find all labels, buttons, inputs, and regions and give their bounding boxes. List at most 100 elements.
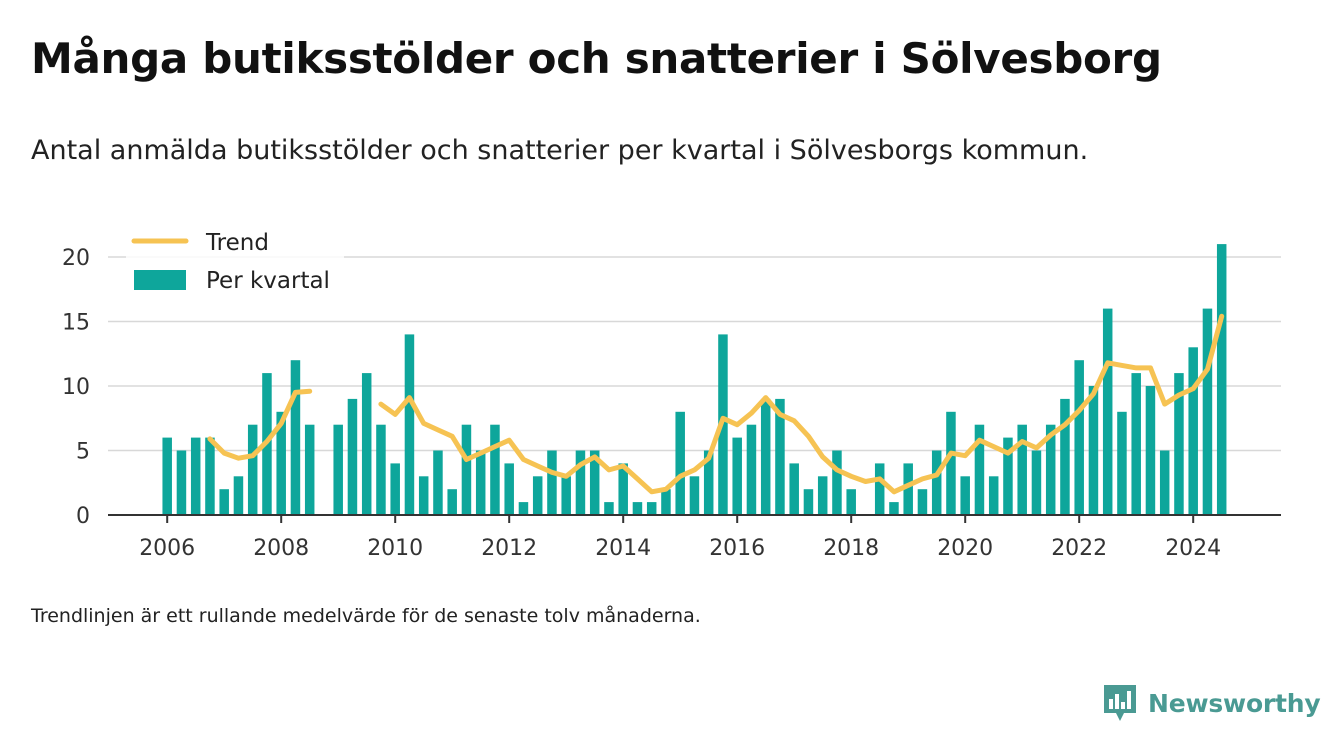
legend-trend-label: Trend: [205, 230, 269, 256]
bar: [1003, 437, 1013, 515]
x-tick-label: 2014: [595, 536, 651, 561]
trend-line: [207, 388, 313, 461]
bar: [589, 450, 600, 515]
bar: [760, 398, 771, 515]
y-tick-label: 5: [76, 440, 90, 465]
bar: [1017, 424, 1027, 515]
bar: [247, 424, 258, 515]
bar: [803, 489, 814, 515]
bar: [561, 476, 571, 515]
bar: [689, 476, 700, 515]
legend-bar-label: Per kvartal: [206, 268, 330, 294]
bar: [1216, 244, 1227, 515]
bar: [504, 463, 514, 515]
brand-name: Newsworthy: [1148, 688, 1321, 718]
bar: [176, 450, 187, 515]
bar: [775, 398, 785, 515]
bar: [703, 450, 714, 515]
bar: [817, 476, 828, 515]
bar: [376, 424, 386, 515]
bar: [903, 463, 913, 515]
bar: [475, 450, 486, 515]
bar: [1188, 347, 1198, 515]
bar: [361, 373, 372, 515]
bar: [532, 476, 543, 515]
bar: [732, 437, 742, 515]
bar: [661, 489, 671, 515]
bar: [604, 502, 614, 515]
y-tick-label: 0: [76, 504, 90, 529]
y-tick-label: 10: [62, 375, 90, 400]
brand-logo: Newsworthy: [1102, 683, 1321, 723]
bar: [1117, 411, 1127, 515]
bar: [874, 463, 885, 515]
x-tick-label: 2008: [253, 536, 309, 561]
chart-title: Många butiksstölder och snatterier i Söl…: [31, 34, 1162, 83]
x-tick-label: 2022: [1051, 536, 1107, 561]
trend-series: [207, 313, 1225, 495]
bar: [575, 450, 586, 515]
bar: [461, 424, 472, 515]
x-tick-label: 2024: [1165, 536, 1221, 561]
bar: [1031, 450, 1042, 515]
x-tick-label: 2016: [709, 536, 765, 561]
chart-canvas: 0 5 10 15 20 2006 2008 2010 2012 2014 2016 2018 202…: [62, 226, 1281, 561]
bar: [162, 437, 172, 515]
bar: [233, 476, 244, 515]
bar: [1202, 308, 1213, 515]
x-tick-label: 2018: [823, 536, 879, 561]
bar: [1060, 398, 1070, 515]
bar: [433, 450, 443, 515]
bar: [205, 437, 215, 515]
bar: [1102, 308, 1113, 515]
bar: [219, 489, 229, 515]
y-axis-ticks: 0 5 10 15 20: [62, 246, 90, 529]
bar: [789, 463, 799, 515]
bar: [889, 502, 899, 515]
x-tick-label: 2020: [937, 536, 993, 561]
x-axis-ticks: 2006 2008 2010 2012 2014 2016 2018 2020 2022 2024: [139, 515, 1221, 561]
bar: [618, 463, 628, 515]
bar: [490, 424, 500, 515]
bar: [390, 463, 400, 515]
bar: [333, 424, 343, 515]
bar: [846, 489, 856, 515]
bar: [931, 450, 942, 515]
bar: [917, 489, 928, 515]
bar: [447, 489, 457, 515]
bar: [190, 437, 201, 515]
bar: [1131, 373, 1141, 515]
x-tick-label: 2006: [139, 536, 195, 561]
bar: [1045, 424, 1056, 515]
bar: [632, 502, 643, 515]
bar: [746, 424, 757, 515]
bar: [675, 411, 685, 515]
x-tick-label: 2010: [367, 536, 423, 561]
bar: [290, 360, 301, 515]
bar: [1159, 450, 1170, 515]
bar: [547, 450, 557, 515]
bar: [1074, 360, 1084, 515]
footnote: Trendlinjen är ett rullande medelvärde f…: [31, 605, 701, 627]
bar: [832, 450, 842, 515]
newsworthy-icon: [1104, 685, 1136, 721]
bar: [404, 334, 415, 515]
legend-bar-swatch: [134, 270, 186, 290]
bar: [347, 398, 358, 515]
bar: [276, 411, 286, 515]
bar: [646, 502, 657, 515]
trend-line: [378, 313, 1225, 495]
bar: [518, 502, 529, 515]
legend: Trend Per kvartal: [126, 226, 344, 300]
chart-subtitle: Antal anmälda butiksstölder och snatteri…: [31, 135, 1089, 166]
bar: [946, 411, 956, 515]
bar: [304, 424, 315, 515]
bar: [418, 476, 429, 515]
x-tick-label: 2012: [481, 536, 537, 561]
bar: [1088, 386, 1099, 515]
bar: [1145, 386, 1156, 515]
bar: [960, 476, 970, 515]
bar: [974, 424, 985, 515]
y-tick-label: 20: [62, 246, 90, 271]
y-tick-label: 15: [62, 311, 90, 336]
